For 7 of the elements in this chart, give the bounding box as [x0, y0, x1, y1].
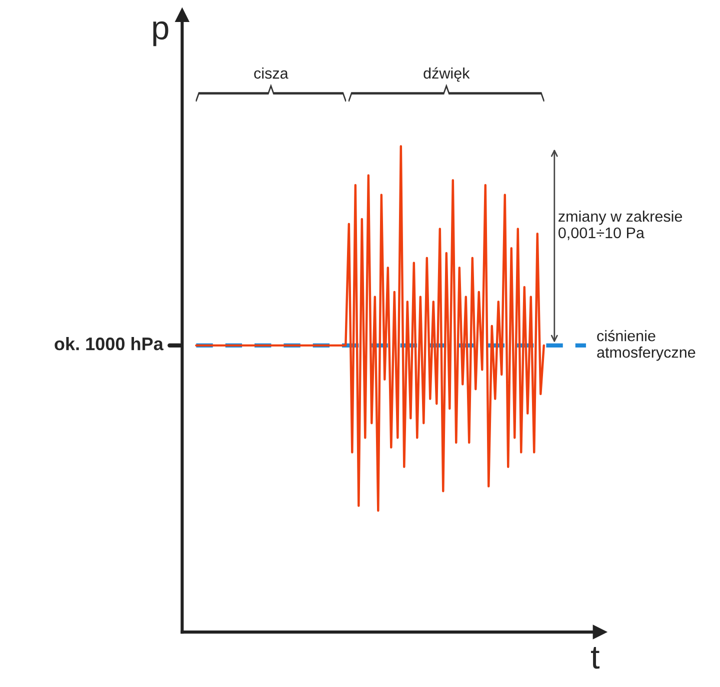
y-axis-title: p	[153, 21, 168, 46]
text: dźwięk	[424, 67, 470, 82]
text: zmiany w zakresie 0,001÷10 Pa	[558, 210, 682, 240]
text: cisza	[254, 68, 288, 79]
x-axis-title: t	[591, 646, 600, 669]
text: ok. 1000 hPa	[54, 337, 164, 350]
ref-line-label: ciśnienie atmosferyczne	[597, 330, 696, 361]
